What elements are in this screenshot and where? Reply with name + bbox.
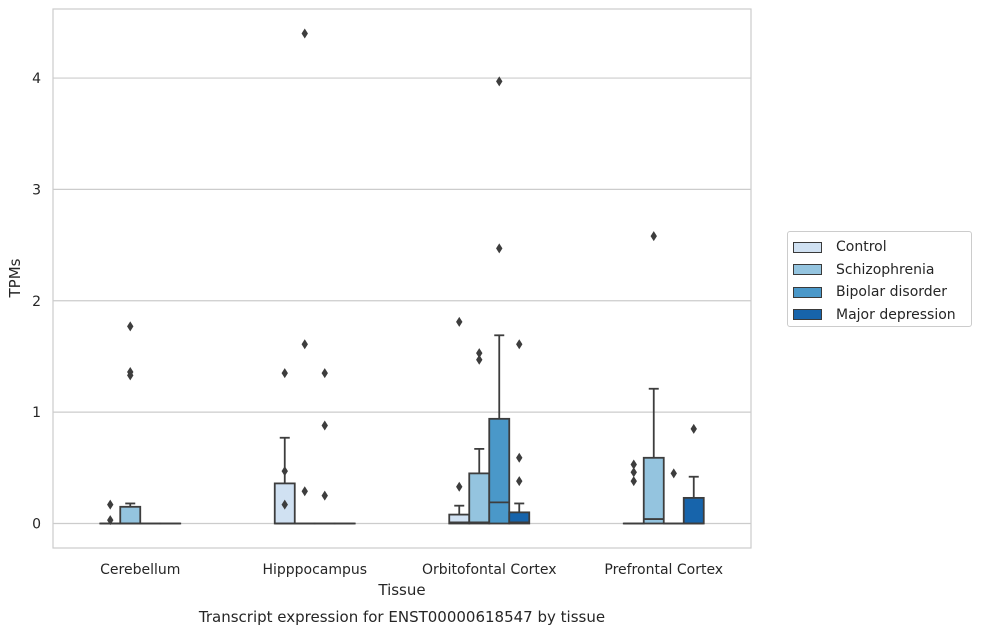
y-tick-labels: 0 1 2 3 4 [32,71,41,532]
outlier-point [322,368,328,378]
box-major-depression-prefrontal-cortex [684,424,704,524]
legend: Control Schizophrenia Bipolar disorder M… [787,231,972,327]
outlier-point [671,468,677,478]
box-major-depression-orbitofontal-cortex [509,339,529,523]
outlier-point [516,339,522,349]
legend-label-major-depression: Major depression [836,307,956,323]
outlier-point [691,424,697,434]
legend-swatch-bipolar-disorder [793,287,822,298]
box-bipolar-disorder-prefrontal-cortex [664,468,684,523]
grid-lines [53,78,751,523]
box-body [684,498,704,524]
box-control-orbitofontal-cortex [449,317,469,524]
box-bipolar-disorder-orbitofontal-cortex [489,76,509,523]
box-body [469,473,489,523]
outlier-point [107,500,113,510]
outlier-point [302,339,308,349]
legend-label-bipolar-disorder: Bipolar disorder [836,284,947,300]
box-bipolar-disorder-hipppocampus [315,368,335,523]
outlier-point [302,486,308,496]
y-axis-label: TPMs [6,258,24,298]
box-control-hipppocampus [275,368,295,523]
x-tick-label-prefrontal-cortex: Prefrontal Cortex [604,562,723,578]
legend-item-control: Control [788,236,971,259]
legend-item-schizophrenia: Schizophrenia [788,259,971,282]
legend-item-major-depression: Major depression [788,304,971,327]
legend-swatch-schizophrenia [793,264,822,275]
box-body [489,419,509,524]
outlier-point [631,467,637,477]
box-body [120,507,140,524]
outlier-point [302,29,308,39]
legend-swatch-major-depression [793,309,822,320]
y-tick-label-2: 2 [32,294,41,310]
outlier-point [631,476,637,486]
box-schizophrenia-cerebellum [120,321,140,523]
legend-label-schizophrenia: Schizophrenia [836,262,934,278]
box-schizophrenia-orbitofontal-cortex [469,348,489,523]
outlier-point [456,482,462,492]
y-tick-label-4: 4 [32,71,41,87]
y-tick-label-3: 3 [32,182,41,198]
outlier-point [282,368,288,378]
outlier-point [651,231,657,241]
y-tick-label-1: 1 [32,405,41,421]
outlier-point [127,321,133,331]
y-tick-label-0: 0 [32,517,41,533]
x-axis-label: Tissue [377,581,425,599]
x-tick-label-cerebellum: Cerebellum [100,562,180,578]
box-control-prefrontal-cortex [624,459,644,523]
x-tick-label-orbitofontal-cortex: Orbitofontal Cortex [422,562,557,578]
legend-label-control: Control [836,239,887,255]
boxes [100,29,704,526]
outlier-point [322,421,328,431]
box-body [644,458,664,524]
legend-item-bipolar-disorder: Bipolar disorder [788,281,971,304]
outlier-point [496,243,502,253]
x-category-labels: Cerebellum Hipppocampus Orbitofontal Corte… [100,562,723,578]
outlier-point [516,453,522,463]
outlier-point [516,476,522,486]
x-tick-label-hipppocampus: Hipppocampus [262,562,367,578]
chart-caption: Transcript expression for ENST0000061854… [198,608,605,626]
box-control-cerebellum [100,500,120,526]
outlier-point [456,317,462,327]
outlier-point [476,355,482,365]
legend-swatch-control [793,242,822,253]
outlier-point [322,491,328,501]
box-schizophrenia-hipppocampus [295,29,315,524]
box-schizophrenia-prefrontal-cortex [644,231,664,523]
outlier-point [282,466,288,476]
